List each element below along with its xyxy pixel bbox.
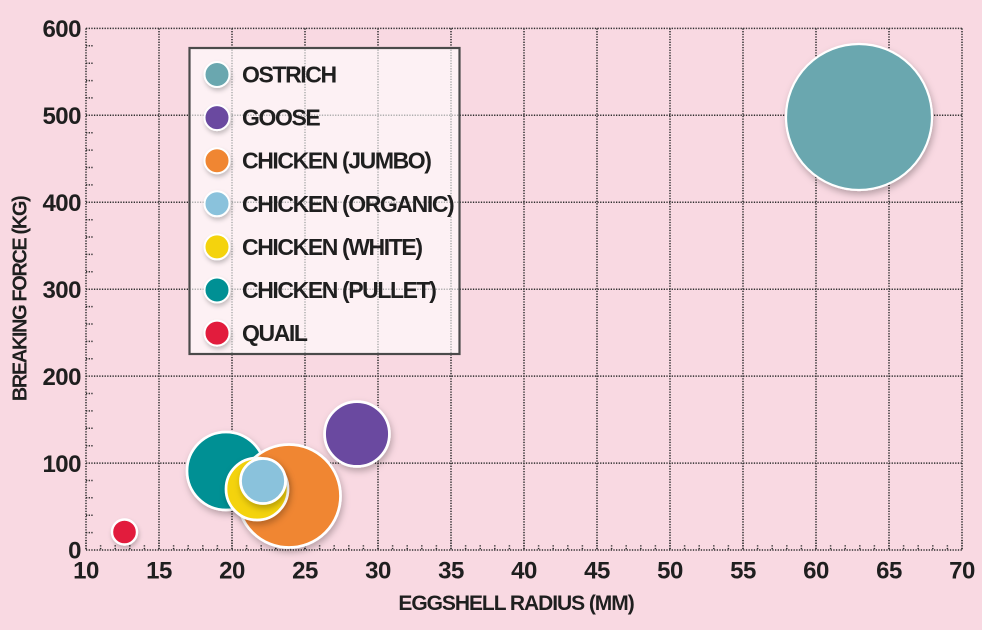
svg-text:QUAIL: QUAIL: [242, 320, 308, 346]
svg-text:45: 45: [584, 558, 610, 585]
svg-text:100: 100: [42, 451, 81, 478]
svg-text:300: 300: [42, 277, 81, 304]
svg-text:EGGSHELL RADIUS (MM): EGGSHELL RADIUS (MM): [398, 592, 633, 615]
svg-text:15: 15: [146, 558, 172, 585]
svg-text:25: 25: [292, 558, 318, 585]
svg-text:10: 10: [73, 558, 99, 585]
svg-text:CHICKEN (JUMBO): CHICKEN (JUMBO): [242, 148, 431, 174]
svg-text:CHICKEN (WHITE): CHICKEN (WHITE): [242, 234, 422, 260]
svg-text:20: 20: [219, 558, 245, 585]
svg-text:CHICKEN (PULLET): CHICKEN (PULLET): [242, 277, 436, 303]
svg-text:60: 60: [803, 558, 829, 585]
svg-text:30: 30: [365, 558, 391, 585]
svg-text:65: 65: [876, 558, 902, 585]
svg-text:55: 55: [730, 558, 756, 585]
svg-text:BREAKING FORCE (KG): BREAKING FORCE (KG): [10, 196, 32, 401]
svg-text:600: 600: [42, 16, 81, 43]
svg-text:40: 40: [511, 558, 537, 585]
svg-text:CHICKEN (ORGANIC): CHICKEN (ORGANIC): [242, 191, 454, 217]
svg-text:50: 50: [657, 558, 683, 585]
svg-text:0: 0: [68, 538, 81, 565]
svg-text:500: 500: [42, 103, 81, 130]
svg-text:200: 200: [42, 364, 81, 391]
svg-text:70: 70: [949, 558, 975, 585]
svg-text:GOOSE: GOOSE: [242, 105, 320, 131]
svg-text:400: 400: [42, 190, 81, 217]
svg-text:OSTRICH: OSTRICH: [242, 62, 336, 88]
svg-text:35: 35: [438, 558, 464, 585]
